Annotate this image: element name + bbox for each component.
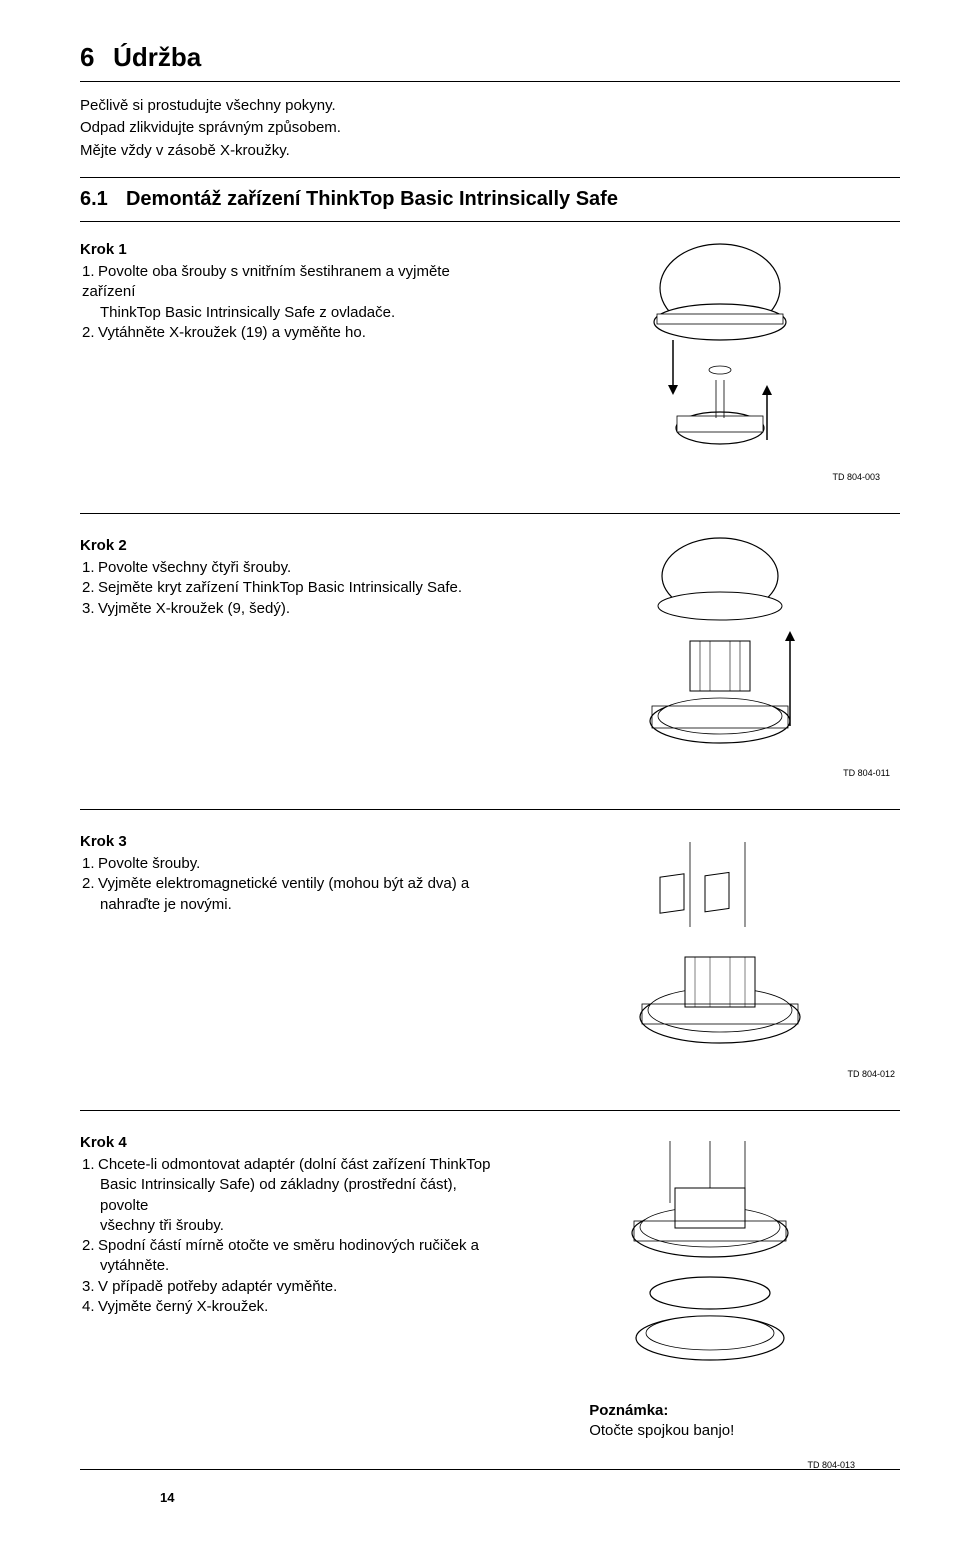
diagram-icon <box>600 536 840 781</box>
list-item: 1.Povolte oba šrouby s vnitřním šestihra… <box>80 262 506 303</box>
diagram-icon <box>590 1133 850 1383</box>
note-text: Otočte spojkou banjo! <box>589 1421 900 1441</box>
list-item: 1.Chcete-li odmontovat adaptér (dolní čá… <box>80 1155 506 1175</box>
subsection-title: Demontáž zařízení ThinkTop Basic Intrins… <box>126 188 618 210</box>
step-title: Krok 1 <box>80 240 506 260</box>
diagram-icon <box>590 832 850 1082</box>
step-title: Krok 4 <box>80 1133 506 1153</box>
figure: TD 804-011 <box>539 536 900 781</box>
intro-line: Pečlivě si prostudujte všechny pokyny. <box>80 96 900 116</box>
list-item: 3.V případě potřeby adaptér vyměňte. <box>80 1277 506 1297</box>
list-item: 2.Spodní částí mírně otočte ve směru hod… <box>80 1236 506 1256</box>
intro-block: Pečlivě si prostudujte všechny pokyny. O… <box>80 96 900 161</box>
step-text: Krok 2 1.Povolte všechny čtyři šrouby. 2… <box>80 536 506 619</box>
list-item-cont: ThinkTop Basic Intrinsically Safe z ovla… <box>80 303 506 323</box>
figure: TD 804-003 <box>539 240 900 485</box>
step-block: Krok 2 1.Povolte všechny čtyři šrouby. 2… <box>80 536 900 810</box>
figure: Poznámka: Otočte spojkou banjo! TD 804-0… <box>539 1133 900 1442</box>
figure-label: TD 804-013 <box>807 1459 855 1471</box>
diagram-icon <box>605 240 835 485</box>
step-text: Krok 1 1.Povolte oba šrouby s vnitřním š… <box>80 240 506 343</box>
list-item-cont: všechny tři šrouby. <box>80 1216 506 1236</box>
list-item: 2.Sejměte kryt zařízení ThinkTop Basic I… <box>80 578 506 598</box>
subsection-header: 6.1 Demontáž zařízení ThinkTop Basic Int… <box>80 177 900 222</box>
figure-label: TD 804-011 <box>843 767 890 779</box>
section-number: 6 <box>80 42 95 72</box>
step-text: Krok 4 1.Chcete-li odmontovat adaptér (d… <box>80 1133 506 1317</box>
figure: TD 804-012 <box>539 832 900 1082</box>
figure-label: TD 804-012 <box>847 1068 895 1080</box>
step-block: Krok 3 1.Povolte šrouby. 2.Vyjměte elekt… <box>80 832 900 1111</box>
page-number: 14 <box>160 1489 174 1507</box>
list-item: 2.Vytáhněte X-kroužek (19) a vyměňte ho. <box>80 323 506 343</box>
list-item-cont: Basic Intrinsically Safe) od základny (p… <box>80 1175 506 1216</box>
list-item: 2.Vyjměte elektromagnetické ventily (moh… <box>80 874 506 894</box>
list-item-cont: vytáhněte. <box>80 1256 506 1276</box>
list-item: 3.Vyjměte X-kroužek (9, šedý). <box>80 599 506 619</box>
intro-line: Odpad zlikvidujte správným způsobem. <box>80 118 900 138</box>
step-block: Krok 4 1.Chcete-li odmontovat adaptér (d… <box>80 1133 900 1471</box>
step-block: Krok 1 1.Povolte oba šrouby s vnitřním š… <box>80 240 900 514</box>
list-item: 1.Povolte všechny čtyři šrouby. <box>80 558 506 578</box>
list-item-cont: nahraďte je novými. <box>80 895 506 915</box>
section-title: Údržba <box>113 42 201 72</box>
note-title: Poznámka: <box>589 1401 900 1421</box>
step-text: Krok 3 1.Povolte šrouby. 2.Vyjměte elekt… <box>80 832 506 915</box>
note-box: Poznámka: Otočte spojkou banjo! <box>589 1401 900 1442</box>
intro-line: Mějte vždy v zásobě X-kroužky. <box>80 141 900 161</box>
step-title: Krok 2 <box>80 536 506 556</box>
list-item: 1.Povolte šrouby. <box>80 854 506 874</box>
section-header: 6 Údržba <box>80 40 900 82</box>
list-item: 4.Vyjměte černý X-kroužek. <box>80 1297 506 1317</box>
step-title: Krok 3 <box>80 832 506 852</box>
figure-label: TD 804-003 <box>832 471 880 483</box>
subsection-number: 6.1 <box>80 188 108 210</box>
